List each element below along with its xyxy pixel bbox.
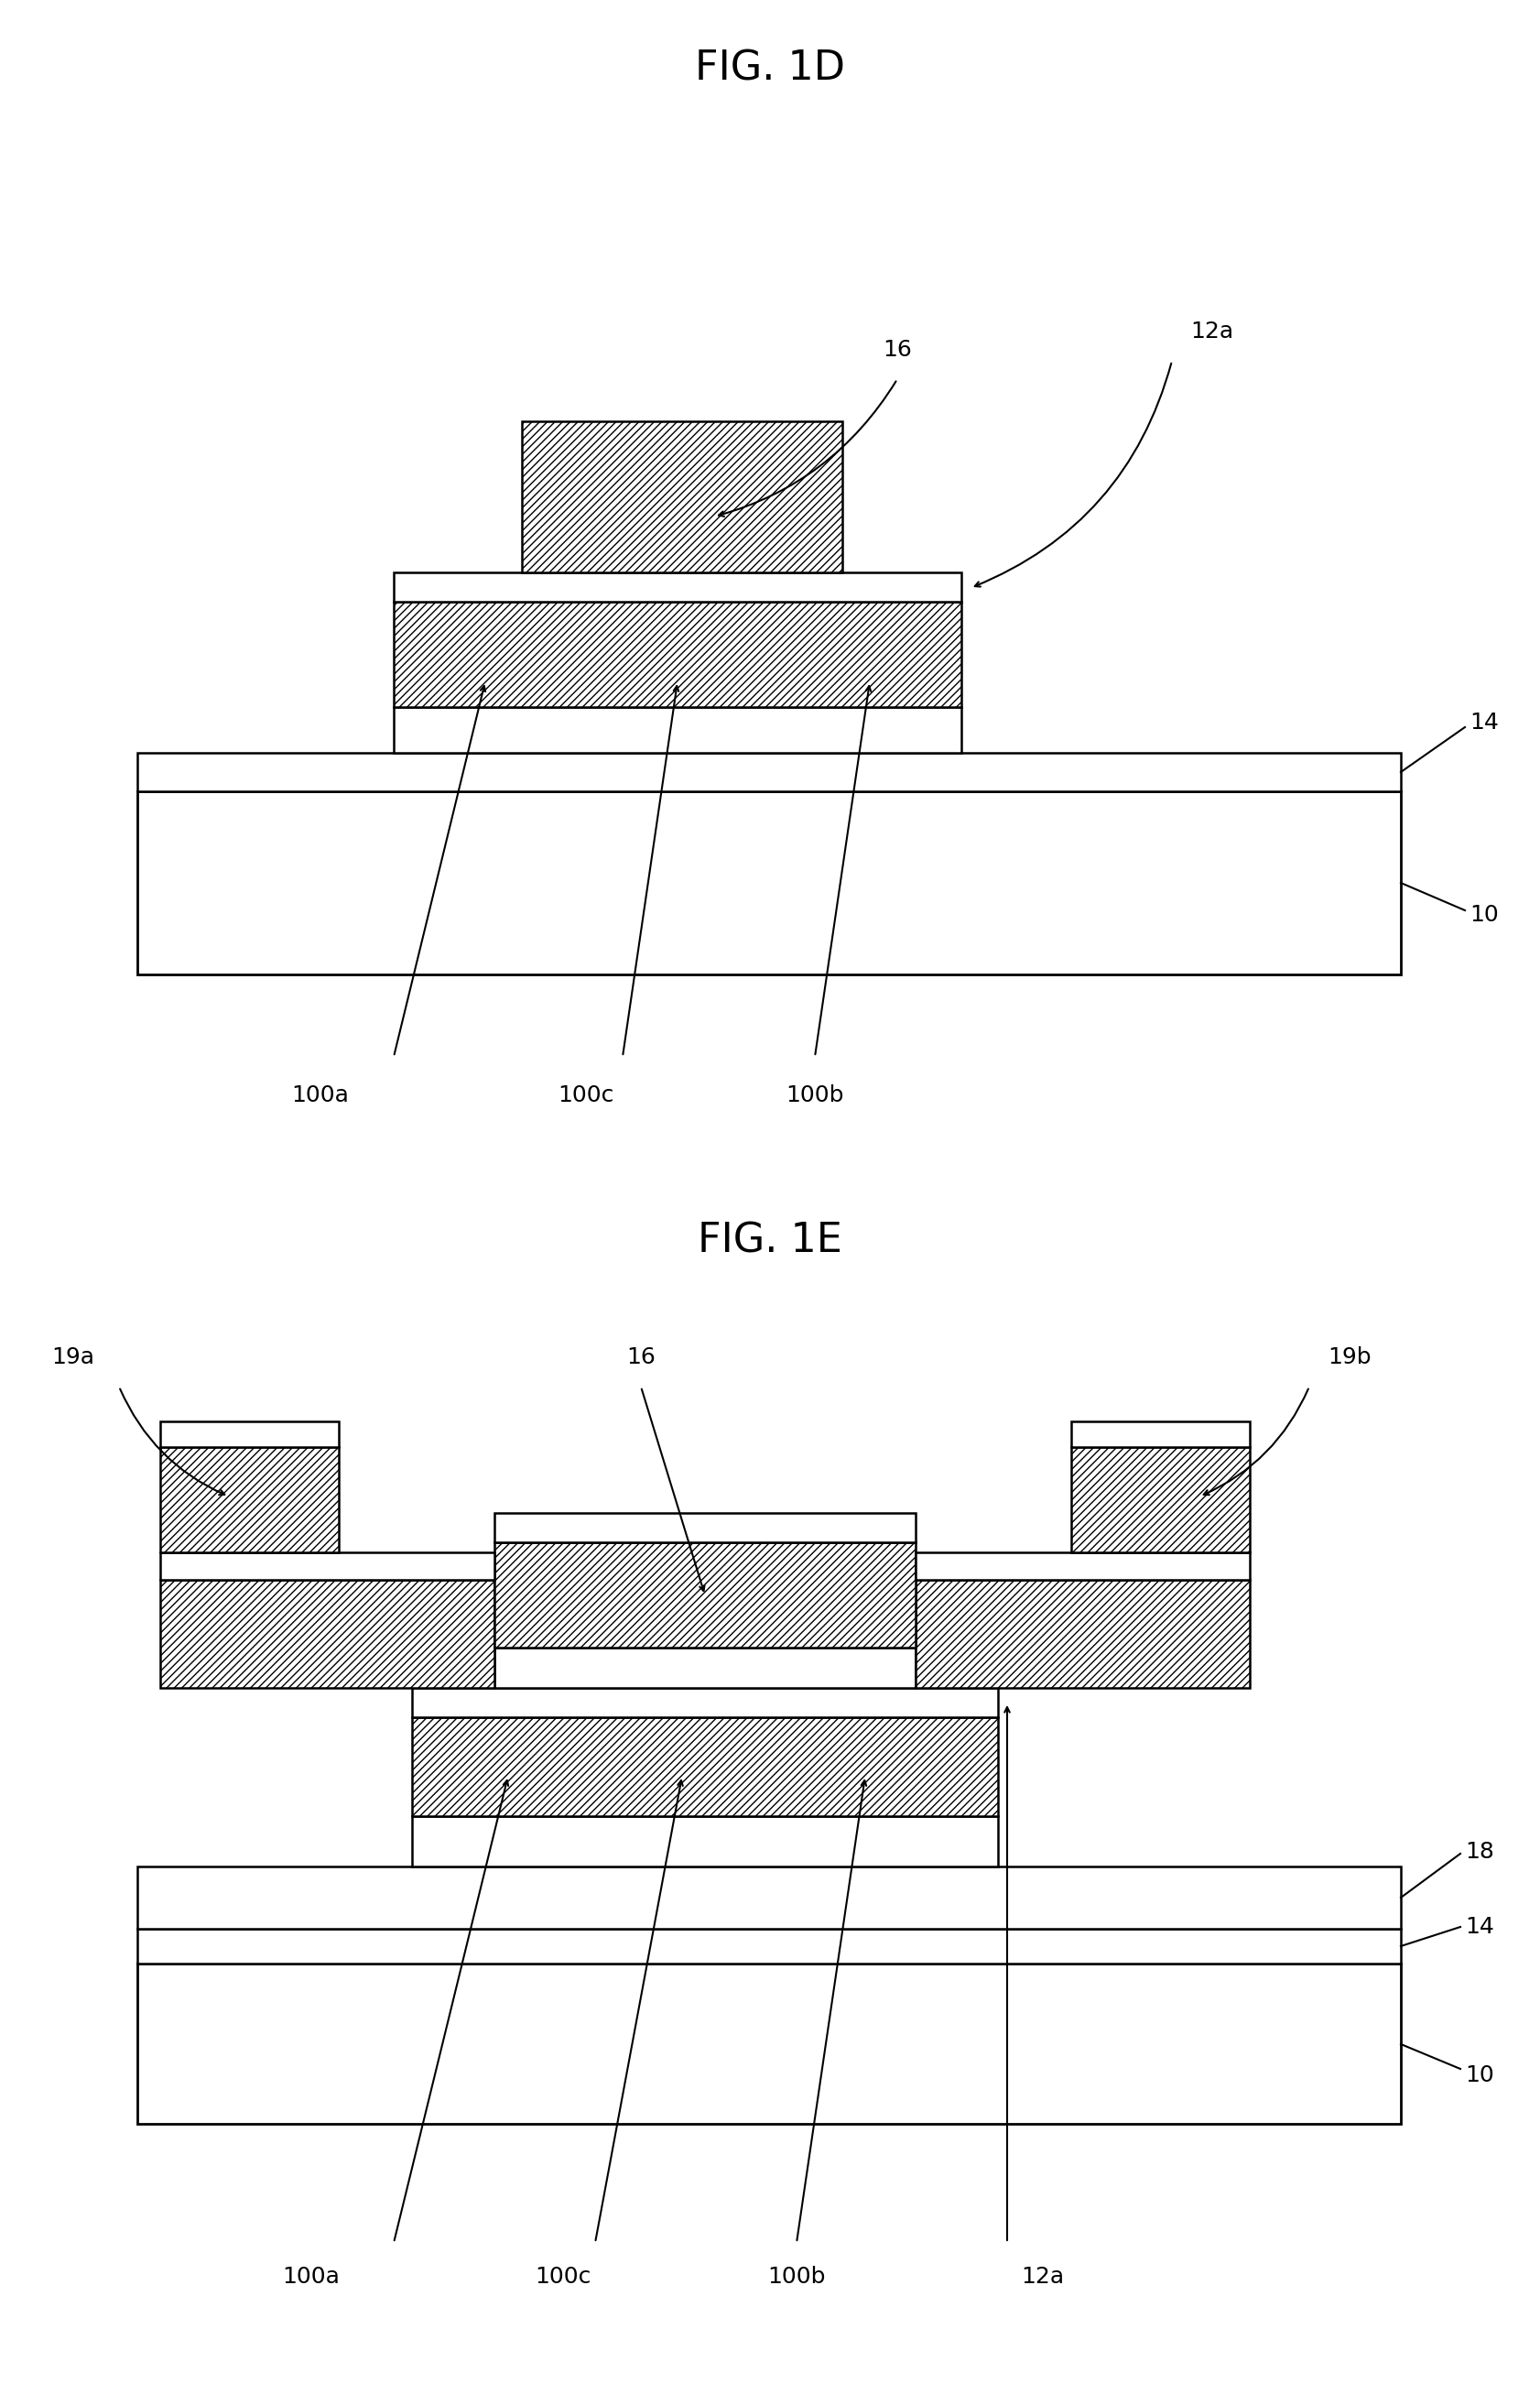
Text: 18: 18 (1465, 1841, 1494, 1863)
Text: 12a: 12a (1021, 2265, 1064, 2289)
Bar (413, 1716, 998, 1817)
Bar (394, 601, 961, 706)
Bar (160, 1422, 339, 1446)
Bar (494, 1513, 916, 1542)
Bar (137, 1930, 1401, 1963)
Bar (160, 1551, 494, 1580)
Text: 16: 16 (882, 340, 912, 361)
Text: 100a: 100a (282, 2265, 340, 2289)
Text: 10: 10 (1469, 905, 1498, 926)
Bar (137, 752, 1401, 792)
Text: FIG. 1D: FIG. 1D (695, 50, 845, 89)
Text: 19b: 19b (1327, 1345, 1371, 1369)
Bar (137, 792, 1401, 974)
Text: 19a: 19a (52, 1345, 95, 1369)
Bar (494, 1542, 916, 1647)
Bar (1072, 1422, 1250, 1446)
Bar (916, 1551, 1250, 1580)
Bar (137, 1867, 1401, 1930)
Text: 16: 16 (627, 1345, 656, 1369)
Bar (160, 1446, 339, 1551)
Text: 14: 14 (1465, 1915, 1494, 1937)
Bar (137, 1963, 1401, 2123)
Bar (413, 1688, 998, 1716)
Bar (494, 1647, 916, 1688)
Text: FIG. 1E: FIG. 1E (698, 1221, 842, 1262)
Text: 100a: 100a (291, 1084, 350, 1106)
Bar (916, 1580, 1250, 1688)
Bar (394, 706, 961, 752)
Bar (394, 572, 961, 601)
Bar (413, 1817, 998, 1867)
Text: 100b: 100b (785, 1084, 844, 1106)
Text: 100c: 100c (557, 1084, 614, 1106)
Text: 100b: 100b (767, 2265, 825, 2289)
Text: 14: 14 (1469, 711, 1498, 733)
Bar (1072, 1446, 1250, 1551)
Bar (522, 421, 842, 572)
Text: 10: 10 (1465, 2064, 1494, 2085)
Text: 12a: 12a (1190, 321, 1234, 342)
Text: 100c: 100c (534, 2265, 591, 2289)
Bar (160, 1580, 494, 1688)
